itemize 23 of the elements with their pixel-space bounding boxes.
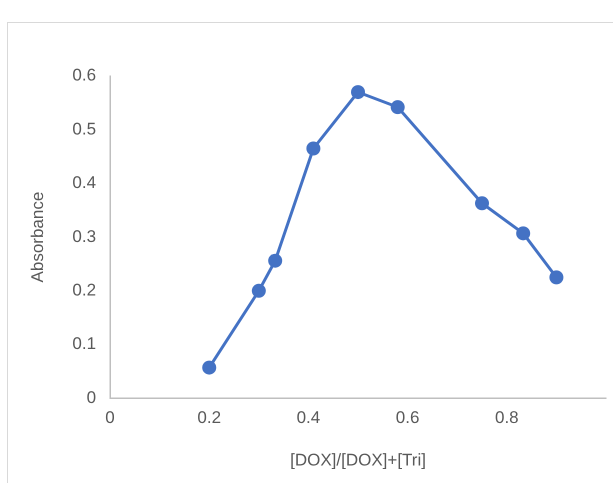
x-tick-label: 0.4 — [296, 408, 320, 428]
y-axis-title: Absorbance — [28, 192, 47, 282]
y-tick-label: 0.4 — [72, 173, 96, 192]
x-tick-label: 0.8 — [494, 408, 519, 428]
point — [549, 270, 564, 284]
x-tick-label: 0.2 — [197, 408, 222, 428]
y-tick-label: 0.6 — [72, 66, 96, 85]
y-tick-label: 0.3 — [72, 226, 96, 246]
x-tick-label: 0.6 — [396, 408, 420, 428]
point — [475, 196, 490, 210]
point — [390, 100, 405, 114]
x-tick-label: 0 — [105, 408, 115, 428]
y-tick-label: 0.1 — [72, 334, 96, 354]
point — [306, 141, 320, 156]
y-tick-label: 0 — [86, 388, 96, 407]
point — [516, 226, 530, 240]
point — [351, 85, 366, 100]
point — [202, 360, 216, 375]
point — [268, 254, 282, 268]
x-axis-title: [DOX]/[DOX]+[Tri] — [290, 450, 426, 470]
point — [252, 284, 266, 298]
y-tick-label: 0.5 — [72, 119, 96, 138]
y-tick-label: 0.2 — [72, 280, 96, 300]
